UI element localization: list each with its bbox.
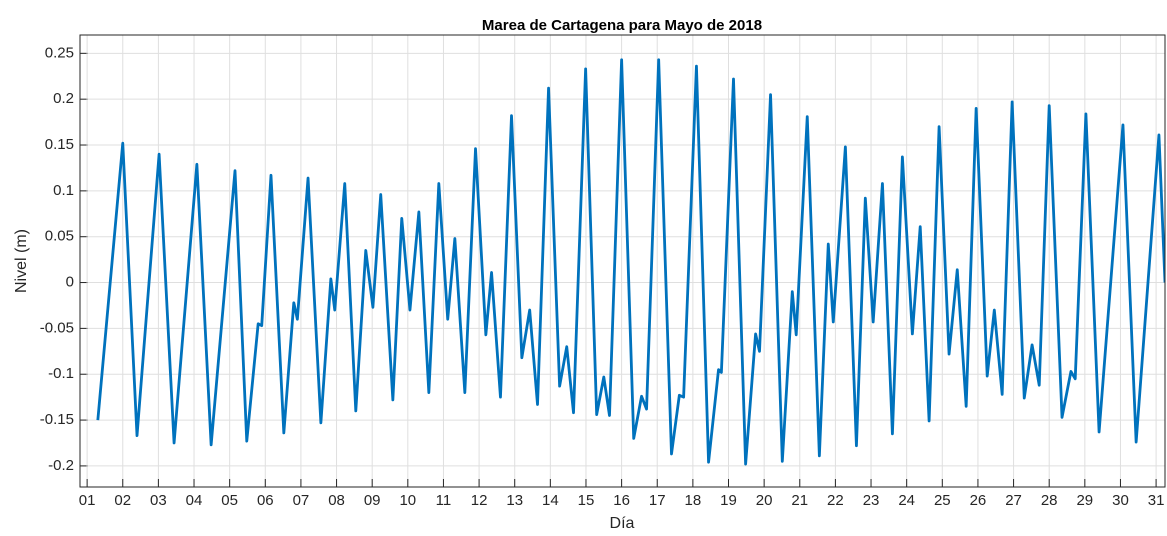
x-tick-label: 06 <box>257 492 274 509</box>
x-tick-label: 22 <box>827 492 844 509</box>
x-tick-label: 01 <box>79 492 96 509</box>
y-tick-label: 0.1 <box>53 182 74 199</box>
x-tick-label: 02 <box>114 492 131 509</box>
y-tick-label: 0.2 <box>53 90 74 107</box>
y-tick-label: -0.15 <box>40 411 74 428</box>
x-tick-label: 26 <box>970 492 987 509</box>
y-tick-label: -0.05 <box>40 319 74 336</box>
y-tick-label: -0.1 <box>48 365 74 382</box>
x-tick-label: 13 <box>506 492 523 509</box>
x-axis-label: Día <box>610 515 635 532</box>
x-tick-label: 21 <box>791 492 808 509</box>
x-tick-label: 03 <box>150 492 167 509</box>
tide-line <box>96 58 1165 466</box>
y-tick-label: 0.25 <box>45 44 74 61</box>
x-tick-label: 29 <box>1076 492 1093 509</box>
x-tick-label: 16 <box>613 492 630 509</box>
chart-title: Marea de Cartagena para Mayo de 2018 <box>482 17 762 34</box>
x-tick-label: 31 <box>1148 492 1165 509</box>
x-tick-label: 30 <box>1112 492 1129 509</box>
x-tick-label: 19 <box>720 492 737 509</box>
x-tick-label: 28 <box>1041 492 1058 509</box>
x-tick-label: 11 <box>436 492 452 509</box>
x-tick-label: 04 <box>186 492 203 509</box>
x-tick-label: 15 <box>578 492 595 509</box>
x-tick-label: 09 <box>364 492 381 509</box>
x-tick-label: 17 <box>649 492 666 509</box>
x-tick-label: 25 <box>934 492 951 509</box>
x-tick-label: 27 <box>1005 492 1022 509</box>
x-tick-label: 20 <box>756 492 773 509</box>
x-tick-label: 12 <box>471 492 488 509</box>
axes-box <box>79 34 1166 488</box>
x-tick-label: 05 <box>221 492 238 509</box>
x-tick-label: 10 <box>399 492 416 509</box>
x-tick-label: 18 <box>685 492 702 509</box>
x-tick-label: 14 <box>542 492 559 509</box>
x-tick-label: 24 <box>898 492 915 509</box>
y-tick-label: 0 <box>66 274 74 291</box>
x-tick-label: 23 <box>863 492 880 509</box>
y-tick-label: 0.15 <box>45 136 74 153</box>
x-tick-label: 08 <box>328 492 345 509</box>
y-tick-label: 0.05 <box>45 228 74 245</box>
y-tick-label: -0.2 <box>48 457 74 474</box>
x-tick-label: 07 <box>293 492 310 509</box>
y-axis-label: Nivel (m) <box>13 229 30 293</box>
